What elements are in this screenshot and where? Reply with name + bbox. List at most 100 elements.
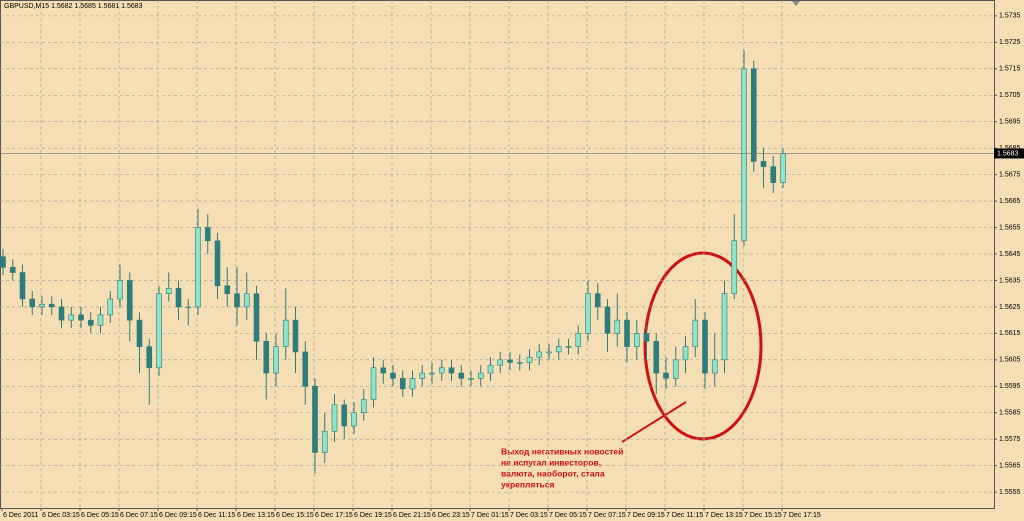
x-tick-label: 7 Dec 17:15 bbox=[783, 512, 821, 519]
candle-body bbox=[594, 293, 601, 308]
candle-body bbox=[663, 372, 669, 379]
candle-body bbox=[770, 166, 777, 183]
candle-body bbox=[331, 404, 338, 432]
candle-body bbox=[585, 293, 591, 334]
last-price-box bbox=[994, 148, 1024, 159]
candle-body bbox=[234, 293, 240, 308]
annotation-line: укрепляться bbox=[501, 479, 555, 489]
candle-body bbox=[497, 359, 504, 366]
candle-body bbox=[87, 319, 94, 326]
x-tick-label: 7 Dec 05:15 bbox=[549, 512, 587, 519]
candle-body bbox=[390, 372, 396, 379]
annotation-line: не испугал инвесторов, bbox=[501, 457, 601, 467]
x-tick-label: 7 Dec 07:15 bbox=[588, 512, 626, 519]
candle-body bbox=[78, 314, 84, 321]
candle-body bbox=[360, 399, 367, 414]
x-tick-label: 6 Dec 2011 bbox=[3, 512, 38, 519]
x-tick-label: 6 Dec 05:15 bbox=[81, 512, 119, 519]
candle-body bbox=[604, 306, 611, 334]
candle-body bbox=[526, 356, 533, 363]
candle-body bbox=[711, 359, 718, 374]
candle-body bbox=[399, 378, 406, 390]
x-tick-label: 7 Dec 13:15 bbox=[705, 512, 743, 519]
y-tick-label: 1.5625 bbox=[999, 304, 1021, 311]
candle-body bbox=[58, 306, 65, 321]
candle-body bbox=[48, 303, 55, 308]
x-tick-label: 7 Dec 01:15 bbox=[471, 512, 509, 519]
candle-body bbox=[477, 372, 484, 379]
y-tick-label: 1.5635 bbox=[999, 277, 1021, 284]
candle-body bbox=[760, 161, 767, 167]
x-tick-label: 6 Dec 11:15 bbox=[198, 512, 235, 519]
y-tick-label: 1.5725 bbox=[999, 39, 1021, 46]
candle-body bbox=[692, 319, 699, 347]
x-tick-label: 7 Dec 09:15 bbox=[627, 512, 665, 519]
x-tick-label: 6 Dec 09:15 bbox=[159, 512, 197, 519]
candle-body bbox=[438, 367, 445, 374]
candle-body bbox=[487, 364, 494, 374]
candle-body bbox=[39, 303, 45, 308]
candle-body bbox=[9, 266, 16, 273]
candle-body bbox=[175, 288, 182, 308]
candle-body bbox=[29, 298, 36, 308]
candle-body bbox=[263, 341, 270, 374]
candle-body bbox=[282, 319, 289, 347]
y-tick-label: 1.5575 bbox=[999, 436, 1021, 443]
candle-body bbox=[243, 293, 250, 308]
candle-body bbox=[312, 385, 318, 453]
candle-body bbox=[419, 372, 426, 379]
x-tick-label: 6 Dec 07:15 bbox=[120, 512, 158, 519]
candle-body bbox=[97, 314, 104, 326]
candle-body bbox=[653, 341, 660, 374]
candle-body bbox=[292, 319, 299, 353]
candle-body bbox=[165, 288, 172, 294]
candle-body bbox=[643, 333, 650, 342]
annotation-line: Выход негативных новостей bbox=[501, 446, 623, 456]
candle-body bbox=[565, 346, 572, 348]
x-tick-label: 6 Dec 15:15 bbox=[276, 512, 314, 519]
candle-body bbox=[253, 293, 260, 342]
candle-body bbox=[302, 351, 309, 387]
y-tick-label: 1.5715 bbox=[999, 66, 1021, 73]
y-tick-label: 1.5555 bbox=[999, 489, 1021, 496]
candle-body bbox=[702, 319, 708, 374]
candle-body bbox=[458, 372, 465, 379]
y-tick-label: 1.5695 bbox=[999, 119, 1021, 126]
x-tick-label: 7 Dec 03:15 bbox=[510, 512, 548, 519]
candle-body bbox=[614, 319, 621, 334]
x-tick-label: 6 Dec 21:15 bbox=[393, 512, 431, 519]
candle-body bbox=[429, 372, 435, 375]
candle-body bbox=[341, 404, 348, 427]
candle-body bbox=[321, 430, 328, 453]
candle-body bbox=[536, 351, 543, 358]
candle-body bbox=[126, 280, 133, 321]
annotation-line: валюта, наоборот, стала bbox=[501, 468, 605, 478]
candle-body bbox=[224, 285, 231, 294]
x-tick-label: 6 Dec 03:15 bbox=[42, 512, 80, 519]
y-tick-label: 1.5675 bbox=[999, 171, 1021, 178]
candle-body bbox=[68, 314, 75, 321]
candle-body bbox=[117, 280, 123, 300]
candle-body bbox=[370, 367, 377, 400]
shift-marker bbox=[792, 1, 800, 6]
x-tick-label: 6 Dec 23:15 bbox=[432, 512, 470, 519]
candle-body bbox=[633, 333, 640, 347]
candle-body bbox=[195, 227, 201, 308]
y-tick-label: 1.5565 bbox=[999, 463, 1021, 470]
y-tick-label: 1.5605 bbox=[999, 357, 1021, 364]
x-tick-label: 6 Dec 19:15 bbox=[354, 512, 392, 519]
candle-body bbox=[136, 319, 143, 347]
candle-body bbox=[409, 378, 416, 390]
y-tick-label: 1.5665 bbox=[999, 198, 1021, 205]
candle-body bbox=[448, 367, 455, 374]
x-tick-label: 7 Dec 11:15 bbox=[666, 512, 703, 519]
candle-body bbox=[507, 359, 513, 363]
candle-body bbox=[750, 68, 757, 162]
y-tick-label: 1.5585 bbox=[999, 410, 1021, 417]
candle-body bbox=[146, 346, 153, 369]
candle-body bbox=[721, 293, 728, 361]
candle-body bbox=[214, 240, 221, 287]
annotation-arrow bbox=[621, 401, 687, 443]
